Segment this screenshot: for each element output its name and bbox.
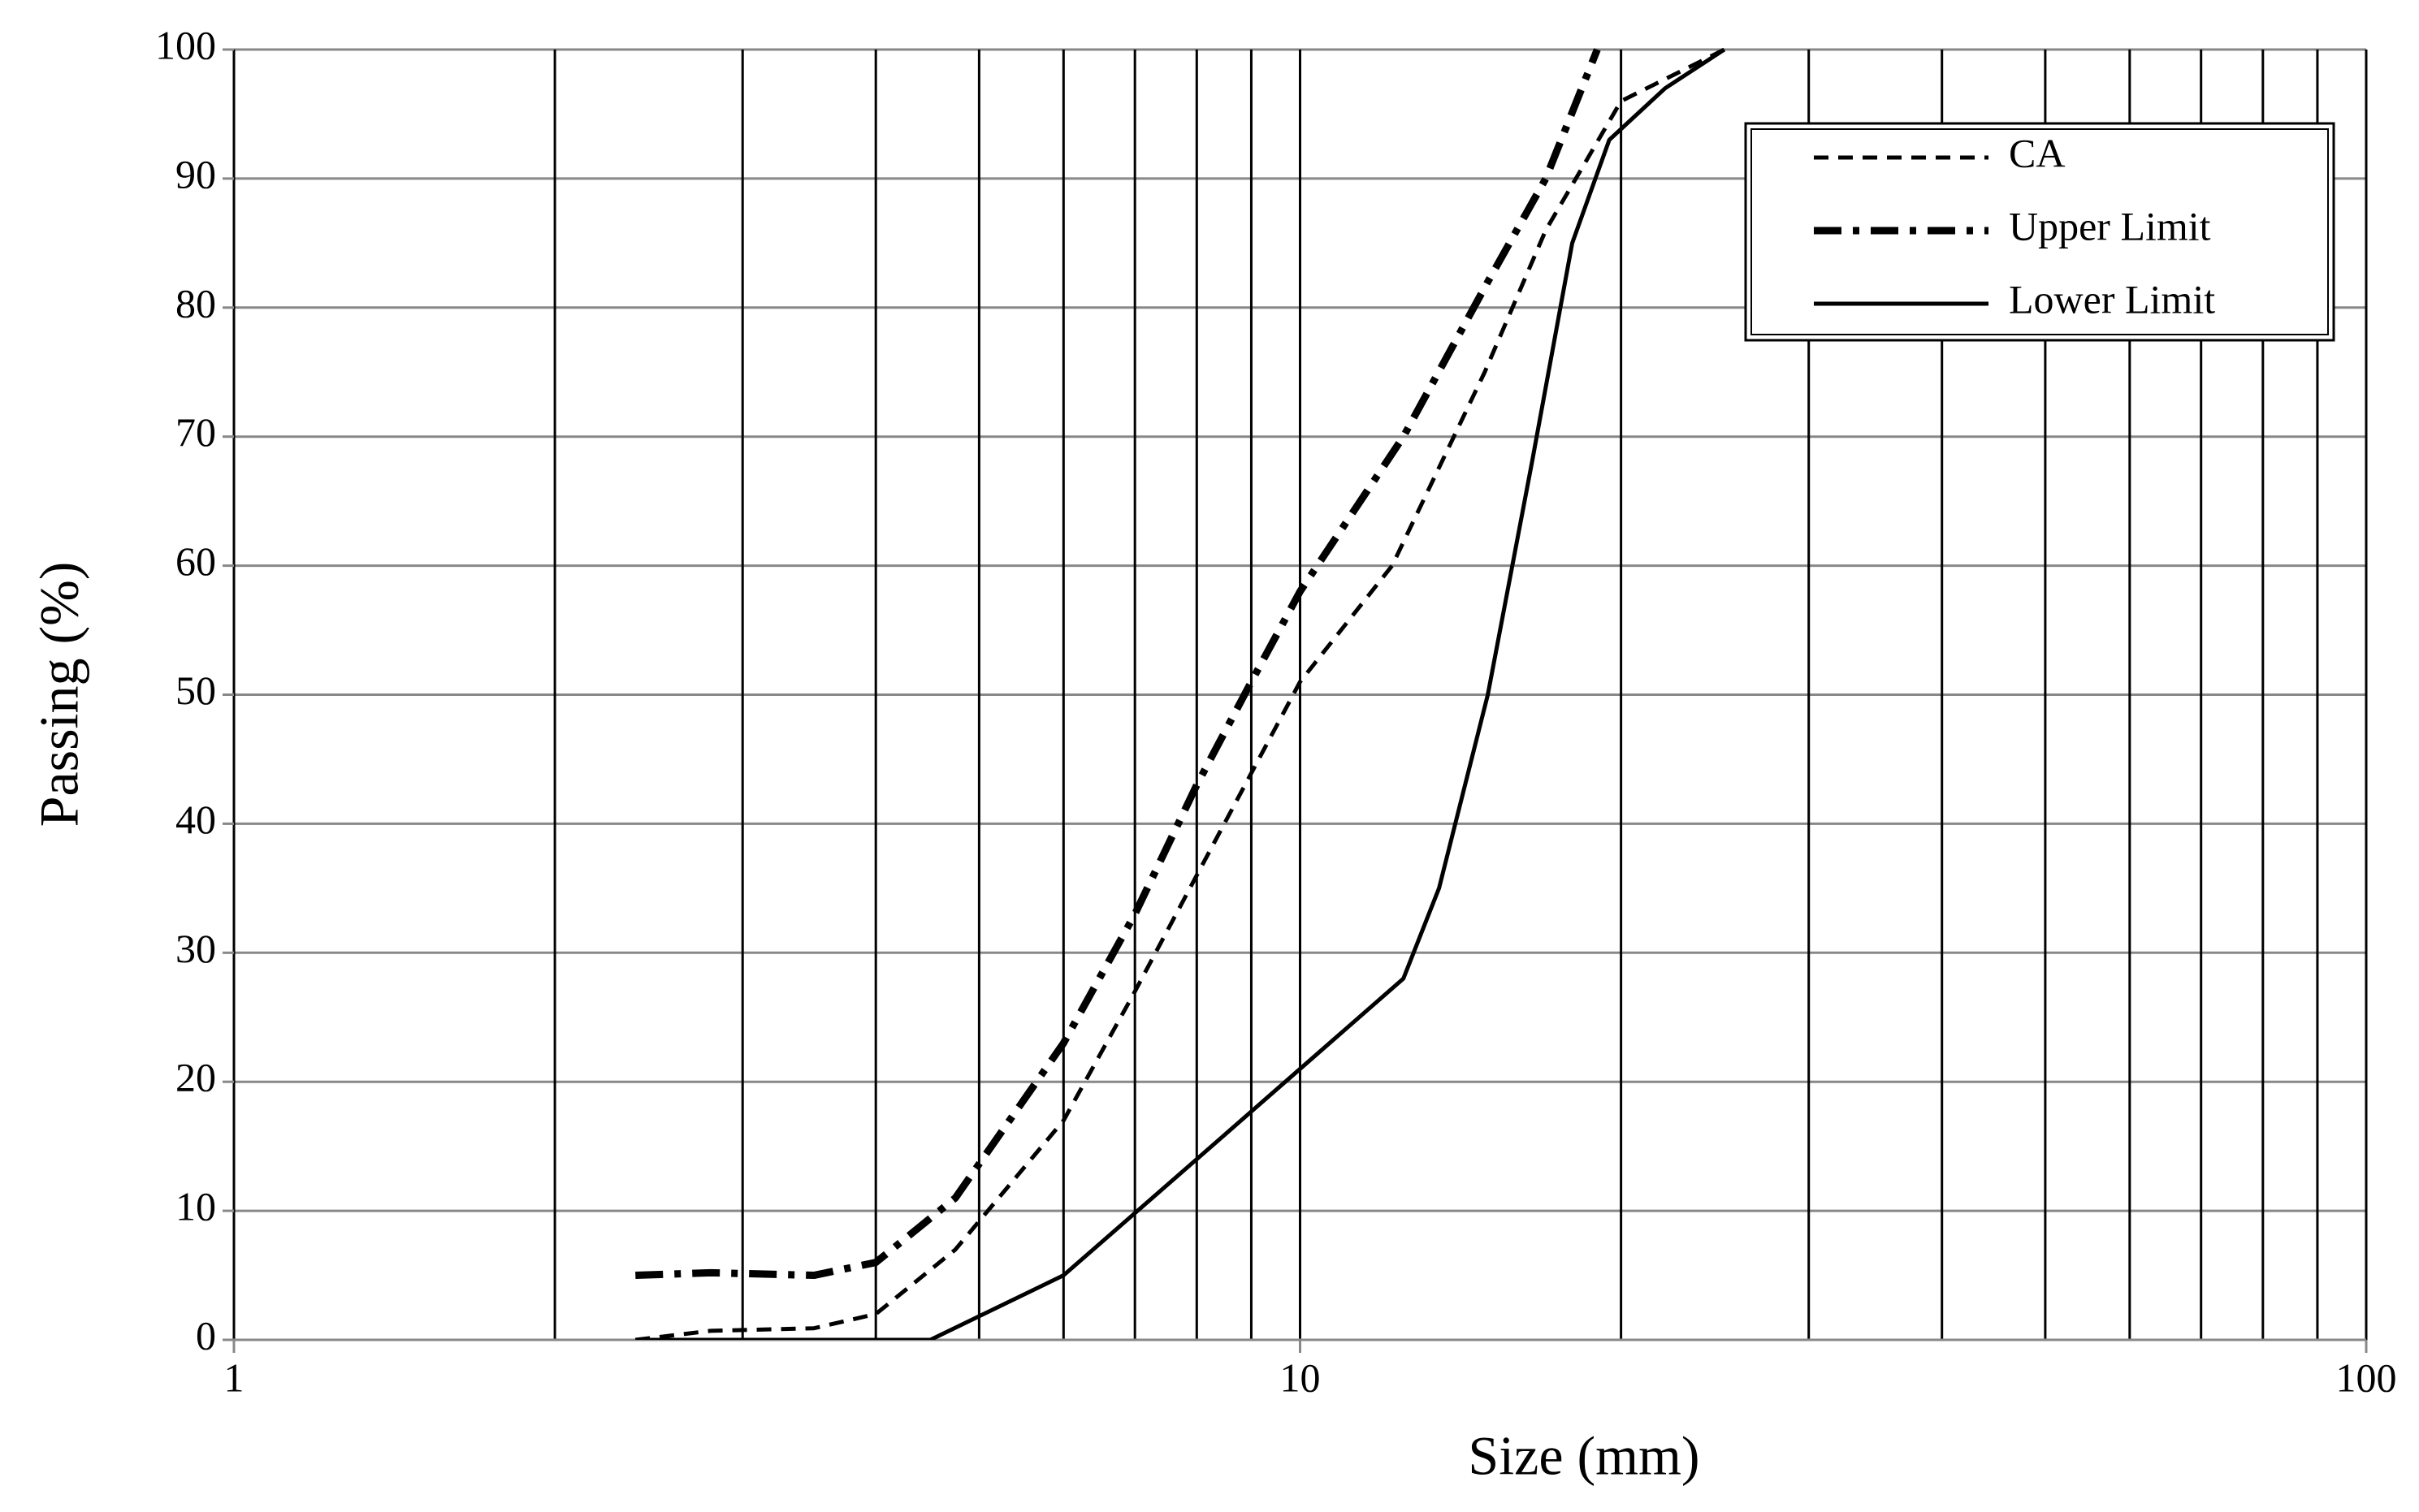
legend-box-inner [1750,128,2329,335]
y-tick-label: 50 [175,667,216,713]
legend-label: Upper Limit [2009,203,2211,248]
y-tick-label: 90 [175,151,216,197]
y-tick-label: 40 [175,797,216,842]
y-tick-label: 70 [175,409,216,455]
x-tick-label: 1 [224,1354,244,1400]
y-tick-label: 0 [196,1312,216,1358]
y-tick-label: 100 [155,22,216,67]
y-axis-label: Passing (%) [28,562,90,827]
legend-label: CA [2009,130,2065,175]
y-tick-label: 20 [175,1055,216,1100]
series-line [635,48,1601,1280]
series-line [635,47,1726,1340]
y-tick-label: 80 [175,280,216,326]
x-tick-label: 100 [2336,1354,2397,1400]
legend-label: Lower Limit [2009,276,2215,322]
y-tick-label: 30 [175,926,216,971]
y-tick-label: 10 [175,1184,216,1229]
x-tick-label: 10 [1280,1354,1321,1400]
x-axis-label: Size (mm) [1468,1425,1699,1487]
y-tick-label: 60 [175,538,216,584]
